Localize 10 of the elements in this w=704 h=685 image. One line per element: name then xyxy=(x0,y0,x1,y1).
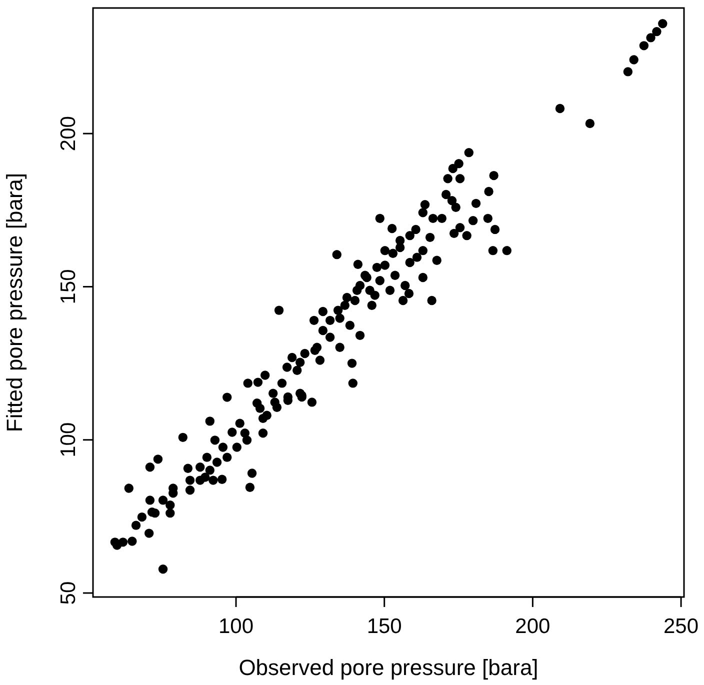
y-axis-title: Fitted pore pressure [bara] xyxy=(2,172,27,432)
y-tick-label: 100 xyxy=(57,422,80,458)
x-axis-title: Observed pore pressure [bara] xyxy=(238,655,538,680)
y-tick-label: 50 xyxy=(57,581,80,605)
y-tick-label: 150 xyxy=(57,269,80,304)
x-tick-label: 250 xyxy=(664,615,699,638)
x-tick-label: 200 xyxy=(515,615,550,638)
x-tick-label: 100 xyxy=(218,615,254,638)
y-tick-label: 200 xyxy=(57,116,80,152)
x-tick-label: 150 xyxy=(366,615,402,638)
